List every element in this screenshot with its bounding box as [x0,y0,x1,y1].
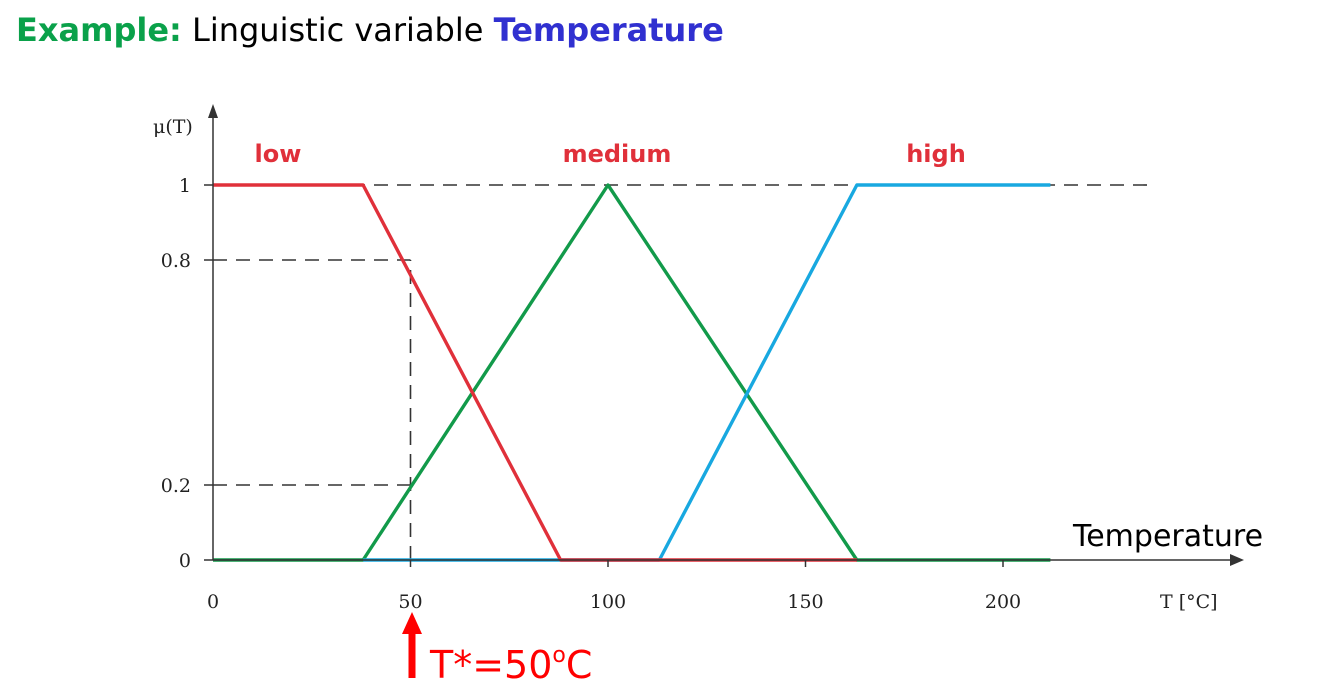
y-axis-arrow [208,104,218,118]
series-label-low: low [255,140,302,168]
series-labels: low medium high [255,140,966,168]
slide-heading: Example: Linguistic variable Temperature [16,8,724,52]
series-line-high [363,183,1051,562]
tick-labels: 0 0.2 0.8 1 0 50 100 150 200 [161,175,1021,613]
axes [208,104,1244,566]
x-axis-unit: T [°C] [1160,591,1218,613]
series-lines [213,183,1051,562]
x-tick-label: 100 [590,591,626,613]
series-label-medium: medium [563,140,672,168]
tick-marks [204,184,1004,567]
y-tick-label: 0.8 [161,250,191,272]
heading-variable: Temperature [493,11,724,49]
x-tick-label: 0 [207,591,219,613]
series-line-low [213,183,857,562]
x-tick-label: 50 [398,591,422,613]
x-axis-title: Temperature [1072,519,1263,554]
crisp-input-unit: C [566,643,593,687]
y-tick-label: 0 [179,550,191,572]
y-axis-title: μ(T) [153,116,193,138]
crisp-arrow-head [402,612,422,634]
heading-text: Linguistic variable [191,11,484,49]
y-tick-label: 1 [179,175,191,197]
y-tick-label: 0.2 [161,475,191,497]
crisp-input-degree: o [552,643,565,668]
series-line-medium [213,183,1051,562]
heading-lead: Example: [16,11,182,49]
reference-lines [213,184,1154,560]
crisp-input-label: T*=50oC [429,643,592,687]
x-tick-label: 150 [787,591,823,613]
x-axis-arrow [1230,554,1244,566]
series-label-high: high [906,140,966,168]
crisp-input-value: T*=50 [429,643,552,687]
x-tick-label: 200 [985,591,1021,613]
crisp-input-marker: T*=50oC [402,612,592,687]
